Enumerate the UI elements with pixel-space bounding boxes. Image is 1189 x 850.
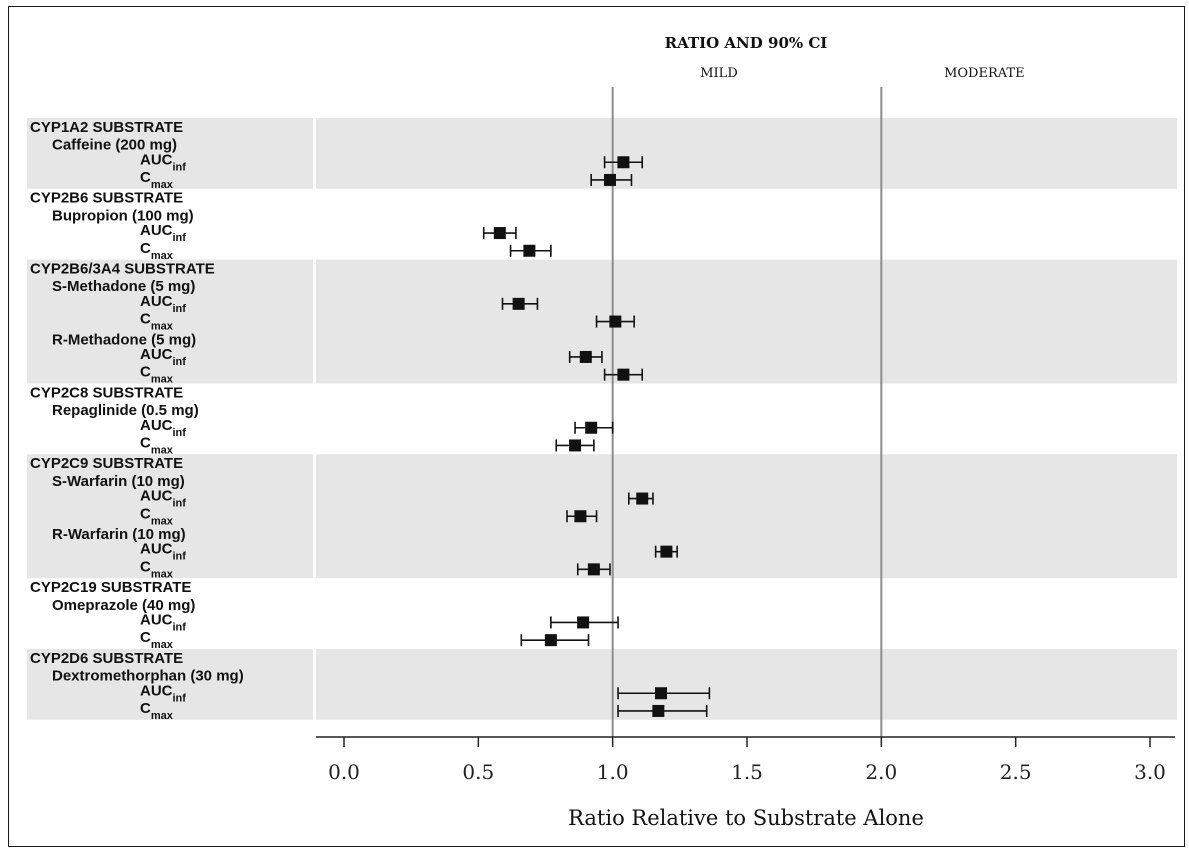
ratio-point (652, 704, 665, 717)
ratio-point (544, 634, 557, 647)
ratio-point (579, 350, 592, 363)
group-label: CYP2C9 SUBSTRATE (30, 455, 183, 472)
x-tick-label: 0.5 (462, 760, 494, 784)
parameter-label: AUCinf (140, 682, 186, 704)
parameter-label: Cmax (140, 700, 174, 722)
ratio-point (617, 156, 630, 169)
group-label: CYP2D6 SUBSTRATE (30, 650, 183, 667)
parameter-label: AUCinf (140, 222, 186, 244)
drug-label: Bupropion (100 mg) (52, 207, 194, 224)
drug-label: Repaglinide (0.5 mg) (52, 402, 199, 419)
parameter-label: Cmax (140, 434, 174, 456)
parameter-label: Cmax (140, 311, 174, 333)
x-tick-label: 0.0 (328, 760, 360, 784)
x-tick-label: 2.0 (865, 760, 897, 784)
ratio-point (655, 687, 668, 700)
group-band-label (27, 118, 313, 189)
parameter-label: Cmax (140, 364, 174, 386)
group-label: CYP2C19 SUBSTRATE (30, 579, 191, 596)
parameter-label: AUCinf (140, 346, 186, 368)
group-band-plot (316, 259, 1177, 384)
parameter-label: AUCinf (140, 541, 186, 563)
x-tick-label: 1.0 (597, 760, 629, 784)
ratio-point (587, 563, 600, 576)
region-label-mild: MILD (700, 66, 738, 81)
group-label: CYP2B6 SUBSTRATE (30, 190, 183, 207)
parameter-label: AUCinf (140, 488, 186, 510)
chart-title: RATIO AND 90% CI (665, 34, 828, 52)
x-axis-title: Ratio Relative to Substrate Alone (568, 806, 924, 830)
drug-label: S-Warfarin (10 mg) (52, 473, 185, 490)
ratio-point (574, 510, 587, 523)
drug-label: R-Methadone (5 mg) (52, 331, 196, 348)
ratio-point (569, 439, 582, 452)
parameter-label: Cmax (140, 629, 174, 651)
region-label-moderate: MODERATE (944, 66, 1025, 81)
group-band-label (27, 259, 313, 384)
ratio-point (609, 315, 622, 328)
parameter-label: AUCinf (140, 293, 186, 315)
parameter-label: AUCinf (140, 417, 186, 439)
ratio-point (660, 545, 673, 558)
ratio-point (617, 368, 630, 381)
parameter-label: Cmax (140, 240, 174, 262)
parameter-label: Cmax (140, 169, 174, 191)
group-band-label (27, 649, 313, 720)
parameter-label: AUCinf (140, 151, 186, 173)
ratio-point (636, 492, 649, 505)
group-band-label (27, 454, 313, 579)
ratio-point (577, 616, 590, 629)
group-label: CYP1A2 SUBSTRATE (30, 119, 183, 136)
x-tick-label: 2.5 (1000, 760, 1032, 784)
parameter-label: AUCinf (140, 611, 186, 633)
reference-lines: MILD MODERATE (611, 66, 1025, 737)
group-band-plot (316, 118, 1177, 189)
ratio-point (523, 244, 536, 257)
ci-marks (482, 156, 711, 717)
parameter-label: Cmax (140, 505, 174, 527)
group-band-plot (316, 454, 1177, 579)
ratio-point (585, 421, 598, 434)
x-tick-label: 1.5 (731, 760, 763, 784)
ratio-point (603, 173, 616, 186)
drug-label: Caffeine (200 mg) (52, 137, 177, 154)
ratio-point (512, 297, 525, 310)
x-tick-label: 3.0 (1134, 760, 1166, 784)
ratio-point (493, 227, 506, 240)
drug-label: S-Methadone (5 mg) (52, 278, 195, 295)
parameter-label: Cmax (140, 558, 174, 580)
group-label: CYP2C8 SUBSTRATE (30, 384, 183, 401)
group-bands (27, 118, 1177, 720)
drug-label: R-Warfarin (10 mg) (52, 526, 186, 543)
x-axis: 0.0 0.5 1.0 1.5 2.0 2.5 3.0 (316, 736, 1175, 784)
group-band-plot (316, 649, 1177, 720)
drug-label: Omeprazole (40 mg) (52, 597, 195, 614)
drug-label: Dextromethorphan (30 mg) (52, 668, 244, 685)
group-label: CYP2B6/3A4 SUBSTRATE (30, 260, 215, 277)
